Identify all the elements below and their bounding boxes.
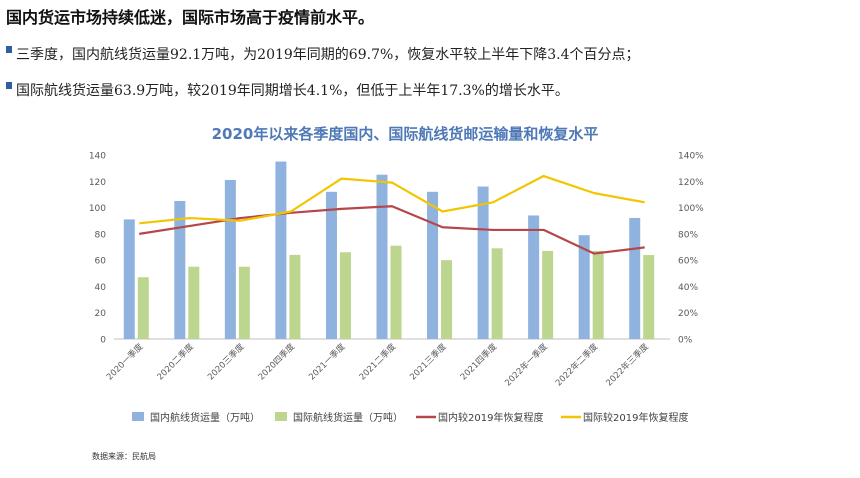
legend-label: 国内较2019年恢复程度 <box>438 411 543 424</box>
bar-domestic <box>477 186 489 339</box>
y-left-tick-label: 60 <box>95 257 107 267</box>
bar-domestic <box>427 191 439 339</box>
bar-international <box>643 255 655 339</box>
bar-international <box>339 252 351 339</box>
axes: 0 20 40 60 80 100 120 140 0% 20% 40% 60% 80% 100% 120%… <box>89 152 704 346</box>
bullet-marker <box>6 82 12 89</box>
bar-international <box>289 254 301 339</box>
y-right-tick-label: 100% <box>678 204 704 214</box>
y-right-tick-label: 20% <box>678 309 698 319</box>
legend-label: 国际航线货运量（万吨） <box>293 411 403 424</box>
bar-international <box>390 245 402 339</box>
chart-container: 2020年以来各季度国内、国际航线货邮运输量和恢复水平 0 20 40 60 80 100… <box>0 110 860 474</box>
lines <box>139 174 645 255</box>
x-tick-label: 2022年一季度 <box>503 341 550 388</box>
bullet-domestic-text: 三季度，国内航线货运量92.1万吨，为2019年同期的69.7%，恢复水平较上半… <box>16 47 640 63</box>
bar-domestic <box>578 235 590 339</box>
bullet-marker <box>6 46 12 53</box>
x-tick-label: 2021二季度 <box>357 341 398 382</box>
headline: 国内货运市场持续低迷，国际市场高于疫情前水平。 <box>6 8 375 27</box>
bar-domestic <box>275 161 287 339</box>
x-tick-label: 2020三季度 <box>205 341 246 382</box>
x-tick-label: 2022年二季度 <box>553 341 600 388</box>
legend-swatch <box>132 412 144 421</box>
y-left-tick-label: 100 <box>89 204 106 214</box>
y-left-tick-label: 20 <box>95 309 107 319</box>
bars <box>123 161 655 339</box>
bar-domestic <box>528 215 540 339</box>
y-left-tick-label: 120 <box>89 178 106 188</box>
bar-international <box>542 250 554 339</box>
combo-chart: 2020年以来各季度国内、国际航线货邮运输量和恢复水平 0 20 40 60 80 100… <box>89 125 704 424</box>
y-right-tick-label: 40% <box>678 283 698 293</box>
x-tick-labels: 2020一季度 2020二季度 2020三季度 2020四季度 2021一季度 2021二… <box>104 341 651 388</box>
bar-international <box>238 266 250 339</box>
x-tick-label: 2021三季度 <box>408 341 449 382</box>
bar-domestic <box>376 174 388 339</box>
bar-domestic <box>629 217 641 339</box>
x-tick-label: 2020四季度 <box>256 341 297 382</box>
y-left-tick-label: 0 <box>100 336 106 346</box>
data-source: 数据来源：民航局 <box>92 452 156 461</box>
bar-domestic <box>224 179 236 339</box>
bullet-international-text: 国际航线货运量63.9万吨，较2019年同期增长4.1%，但低于上半年17.3%… <box>16 83 569 99</box>
x-tick-label: 2020一季度 <box>104 341 145 382</box>
bar-international <box>491 248 503 339</box>
bar-domestic <box>325 191 337 339</box>
bar-international <box>188 266 200 339</box>
y-right-tick-label: 140% <box>678 152 704 162</box>
x-tick-label: 2022年三季度 <box>604 341 651 388</box>
y-right-tick-label: 80% <box>678 230 698 240</box>
legend-swatch <box>275 412 287 421</box>
x-tick-label: 2021一季度 <box>306 341 347 382</box>
bullet-international: 国际航线货运量63.9万吨，较2019年同期增长4.1%，但低于上半年17.3%… <box>6 80 569 100</box>
y-right-tick-label: 0% <box>678 336 693 346</box>
legend-label: 国际较2019年恢复程度 <box>583 411 688 424</box>
bar-domestic <box>123 219 135 339</box>
bar-international <box>592 250 604 339</box>
y-right-tick-label: 120% <box>678 178 704 188</box>
y-left-tick-label: 140 <box>89 152 106 162</box>
bar-international <box>137 277 149 339</box>
y-left-tick-label: 40 <box>95 283 107 293</box>
bullet-domestic: 三季度，国内航线货运量92.1万吨，为2019年同期的69.7%，恢复水平较上半… <box>6 44 640 64</box>
y-left-tick-label: 80 <box>95 230 107 240</box>
bar-domestic <box>174 201 186 339</box>
y-right-tick-label: 60% <box>678 257 698 267</box>
bar-international <box>441 260 453 339</box>
legend: 国内航线货运量（万吨） 国际航线货运量（万吨） 国内较2019年恢复程度 国际较201… <box>132 411 688 424</box>
x-tick-label: 2021四季度 <box>458 341 499 382</box>
x-tick-label: 2020二季度 <box>155 341 196 382</box>
line-international-recovery <box>139 174 645 225</box>
legend-label: 国内航线货运量（万吨） <box>150 411 260 424</box>
chart-title: 2020年以来各季度国内、国际航线货邮运输量和恢复水平 <box>212 125 599 143</box>
